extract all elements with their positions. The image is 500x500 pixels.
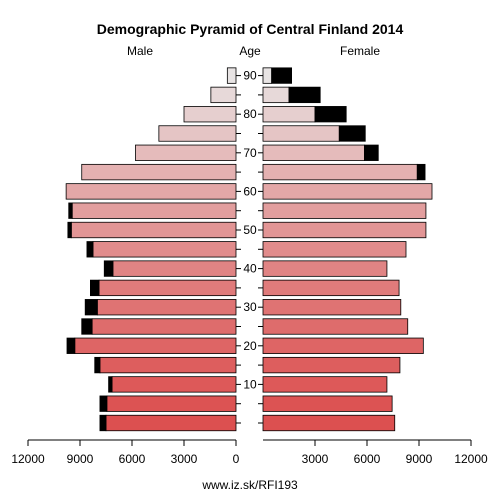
male-excess-0-4	[99, 414, 107, 432]
female-bar-30-34	[262, 299, 402, 316]
x-tick-label: 12000	[454, 452, 488, 466]
male-bar-85-89	[210, 86, 237, 104]
male-excess-15-19	[94, 356, 101, 374]
female-bar-75-79	[262, 125, 340, 142]
x-tick-label: 9000	[67, 452, 94, 466]
male-bar-35-39	[98, 279, 237, 297]
age-axis: 10 20 30 40 50 60 70 80 90	[236, 69, 263, 424]
male-bars	[65, 67, 237, 432]
male-bar-25-29	[91, 318, 237, 335]
male-excess-5-9	[99, 395, 108, 412]
male-bar-20-24	[74, 337, 237, 354]
female-bar-25-29	[262, 318, 409, 335]
female-excess-75-79	[338, 125, 366, 142]
female-excess-85-89	[288, 86, 321, 104]
female-bar-20-24	[262, 337, 424, 354]
male-excess-40-44	[103, 260, 114, 277]
male-excess-50-54	[67, 221, 72, 239]
male-excess-20-24	[66, 337, 76, 354]
female-bar-45-49	[262, 241, 407, 258]
x-tick-label: 6000	[354, 452, 381, 466]
female-bar-85-89	[262, 86, 290, 104]
x-tick-label: 3000	[302, 452, 329, 466]
male-bar-45-49	[92, 241, 237, 258]
male-excess-45-49	[86, 241, 94, 258]
male-excess-30-34	[84, 299, 98, 316]
male-bar-90+	[226, 67, 237, 84]
male-bar-65-69	[81, 163, 237, 181]
male-excess-25-29	[81, 318, 93, 335]
male-bar-80-84	[183, 106, 237, 123]
male-bar-70-74	[135, 144, 237, 161]
female-bar-15-19	[262, 356, 401, 374]
x-tick-label: 0	[233, 452, 240, 466]
x-tick-label: 9000	[406, 452, 433, 466]
female-label: Female	[340, 44, 380, 58]
female-bar-5-9	[262, 395, 393, 412]
female-bar-50-54	[262, 221, 427, 239]
x-tick-label: 3000	[171, 452, 198, 466]
male-bar-5-9	[106, 395, 237, 412]
female-bar-10-14	[262, 376, 388, 393]
age-tick-label: 40	[243, 262, 257, 276]
female-excess-70-74	[363, 144, 379, 161]
male-excess-10-14	[108, 376, 113, 393]
age-tick-label: 50	[243, 223, 257, 237]
male-bar-0-4	[105, 414, 237, 432]
x-tick-label: 12000	[11, 452, 45, 466]
male-bar-30-34	[96, 299, 237, 316]
female-excess-65-69	[416, 163, 426, 181]
age-tick-label: 30	[243, 300, 257, 314]
female-bar-55-59	[262, 202, 427, 219]
x-tick-label: 6000	[119, 452, 146, 466]
male-bar-10-14	[111, 376, 237, 393]
male-bar-15-19	[99, 356, 237, 374]
female-bar-90+	[262, 67, 273, 84]
age-label: Age	[239, 44, 261, 58]
male-excess-35-39	[90, 279, 100, 297]
female-bar-35-39	[262, 279, 400, 297]
age-tick-label: 80	[243, 107, 257, 121]
source-footer: www.iz.sk/RFI193	[201, 478, 298, 492]
male-excess-55-59	[68, 202, 73, 219]
male-bar-75-79	[158, 125, 237, 142]
female-excess-80-84	[314, 106, 347, 123]
female-bar-0-4	[262, 414, 396, 432]
male-label: Male	[127, 44, 153, 58]
male-bar-50-54	[70, 221, 237, 239]
female-excess-90+	[271, 67, 292, 84]
male-bar-60-64	[65, 183, 237, 200]
age-tick-label: 90	[243, 69, 257, 83]
age-tick-label: 10	[243, 377, 257, 391]
female-bar-80-84	[262, 106, 316, 123]
chart-title: Demographic Pyramid of Central Finland 2…	[97, 21, 404, 37]
age-tick-label: 60	[243, 184, 257, 198]
male-bar-40-44	[112, 260, 237, 277]
x-axis: 12000 9000 6000 3000 0 3000 6000 9000 12000	[11, 439, 488, 466]
female-bar-40-44	[262, 260, 388, 277]
female-bars	[262, 67, 433, 432]
male-bar-55-59	[71, 202, 237, 219]
female-bar-70-74	[262, 144, 365, 161]
age-tick-label: 20	[243, 339, 257, 353]
age-tick-label: 70	[243, 146, 257, 160]
female-bar-60-64	[262, 183, 433, 200]
female-bar-65-69	[262, 163, 418, 181]
